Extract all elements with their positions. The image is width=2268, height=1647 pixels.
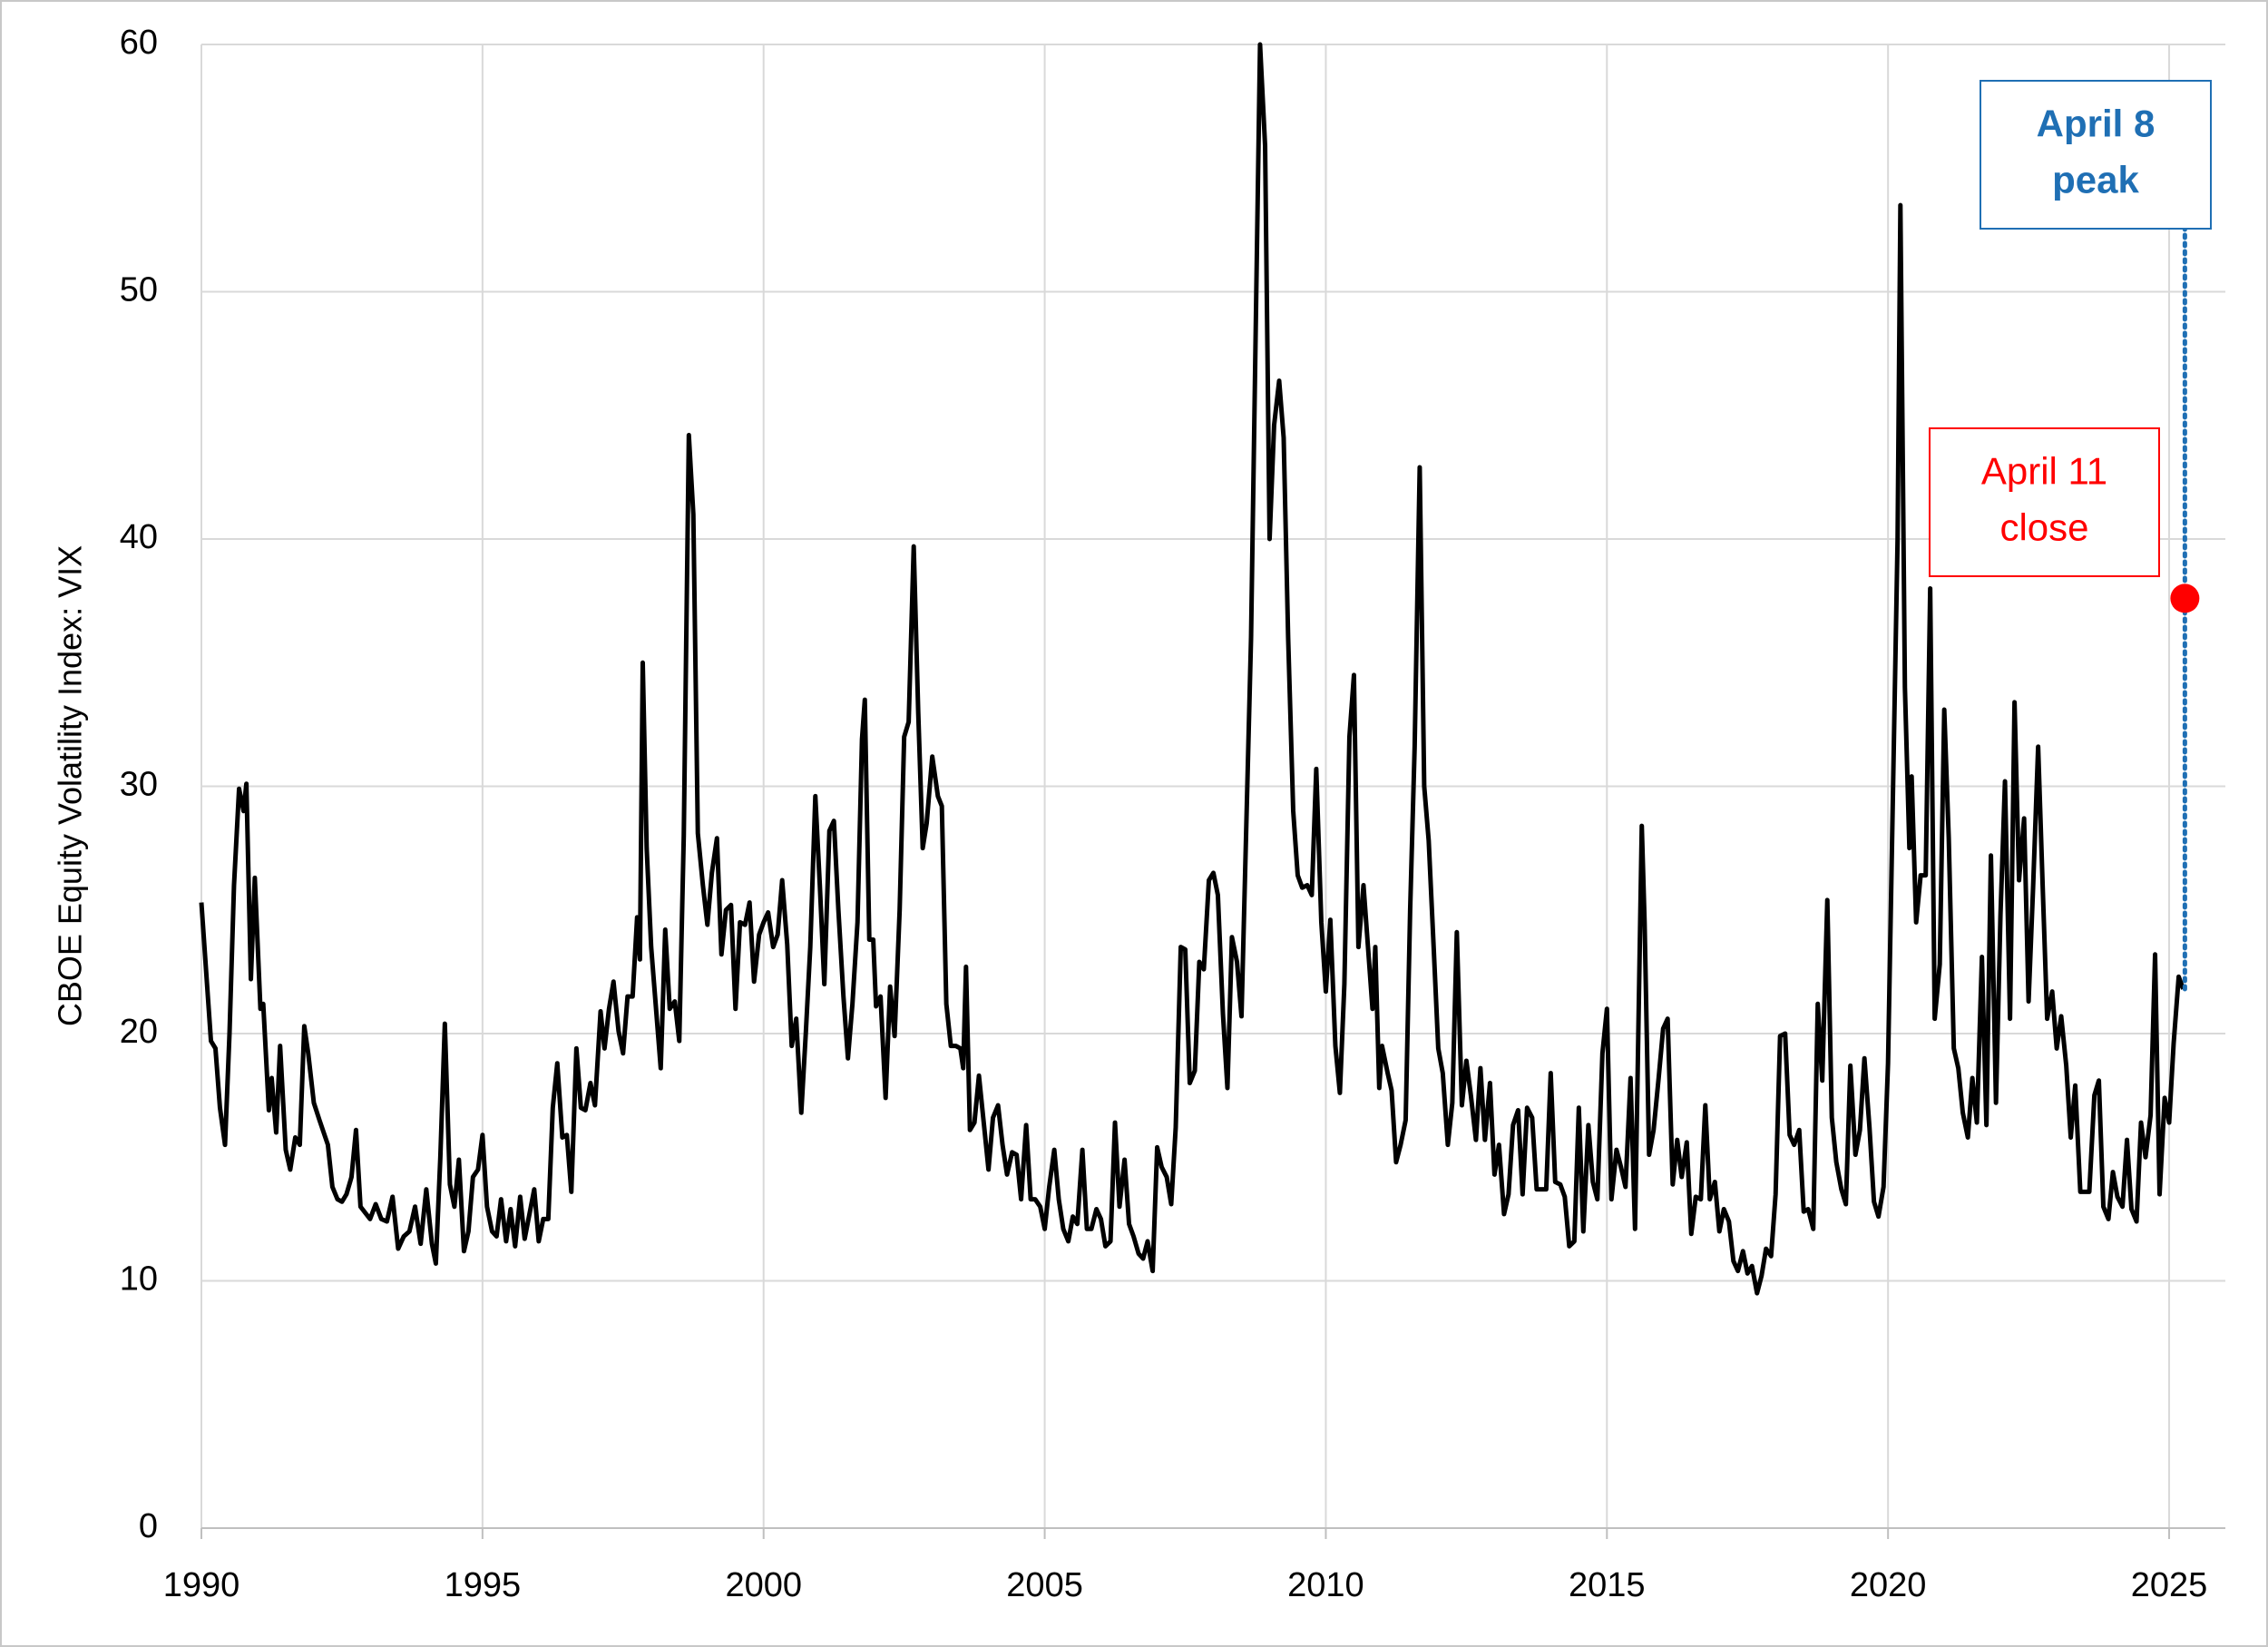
annotation-text: April 8 — [2037, 103, 2156, 145]
series-line — [199, 42, 2185, 1296]
y-tick-label: 50 — [120, 271, 158, 309]
x-tick-label: 2000 — [725, 1566, 802, 1604]
y-tick-label: 60 — [120, 24, 158, 62]
x-tick-label: 2025 — [2131, 1566, 2208, 1604]
close-marker — [2170, 583, 2200, 613]
annotation-text: close — [1999, 506, 2088, 549]
annotation-text: peak — [2052, 159, 2139, 201]
y-tick-label: 30 — [120, 766, 158, 804]
annotation-box — [1929, 427, 2160, 577]
x-tick-label: 2015 — [1569, 1566, 1646, 1604]
y-tick-label: 40 — [120, 518, 158, 556]
annotation-text: April 11 — [1981, 450, 2107, 493]
y-tick-label: 10 — [120, 1260, 158, 1299]
x-tick-label: 2005 — [1006, 1566, 1083, 1604]
x-tick-label: 2020 — [1850, 1566, 1927, 1604]
y-axis-label: CBOE Equity Volatility Index: VIX — [52, 545, 89, 1026]
y-tick-label: 20 — [120, 1013, 158, 1051]
annotation-box — [1980, 80, 2212, 230]
y-tick-label: 0 — [139, 1507, 158, 1545]
x-tick-label: 1995 — [445, 1566, 522, 1604]
x-tick-label: 1990 — [163, 1566, 240, 1604]
x-tick-label: 2010 — [1287, 1566, 1364, 1604]
